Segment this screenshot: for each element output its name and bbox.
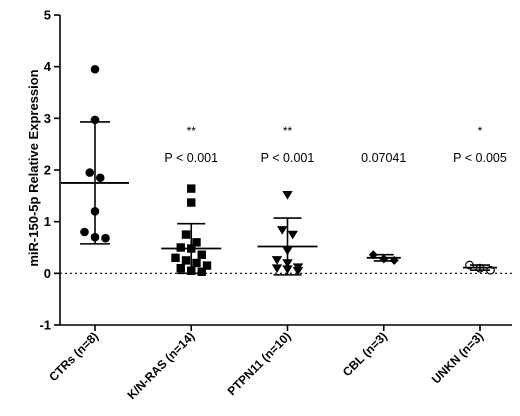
p-value-label: P < 0.001 — [261, 151, 315, 165]
data-point-triangle — [292, 266, 304, 276]
p-value-label: P < 0.001 — [164, 151, 218, 165]
y-tick-label: 5 — [44, 8, 51, 23]
y-axis-label: miR-150-5p Relative Expression — [26, 69, 41, 266]
significance-stars: ** — [187, 124, 197, 138]
data-point-square — [187, 184, 196, 193]
data-point-square — [187, 198, 196, 207]
y-tick-label: -1 — [39, 318, 51, 333]
data-point-square — [197, 267, 206, 276]
significance-stars: * — [478, 124, 483, 138]
data-point-triangle — [282, 191, 293, 200]
group-0 — [61, 64, 129, 245]
axes — [59, 15, 512, 326]
data-point-square — [192, 238, 201, 247]
data-point-triangle — [271, 264, 283, 273]
data-point-square — [176, 263, 185, 273]
data-point-circle — [101, 233, 110, 243]
group-2: ** P < 0.001 — [257, 124, 318, 276]
data-point-circle — [90, 64, 100, 74]
p-value-label: P < 0.005 — [453, 151, 507, 165]
x-tick-label: K/N-RAS (n=14) — [125, 329, 198, 402]
data-point-circle — [95, 173, 105, 183]
data-point-circle — [80, 227, 89, 237]
data-point-circle — [85, 168, 95, 177]
data-point-triangle — [277, 226, 288, 235]
group-4: * P < 0.005 — [453, 124, 507, 275]
y-tick-label: 0 — [44, 266, 51, 281]
x-tick-label: CTRs (n=8) — [46, 329, 101, 384]
y-tick-label: 3 — [44, 111, 51, 126]
group-1: ** P < 0.001 — [161, 124, 222, 276]
y-tick-label: 4 — [44, 59, 52, 74]
group-3: 0.07041 — [361, 151, 406, 265]
data-point-triangle — [271, 256, 283, 265]
data-point-triangle — [287, 230, 298, 240]
data-point-square — [176, 243, 185, 252]
data-point-square — [171, 253, 180, 263]
x-tick-label: CBL (n=3) — [340, 329, 390, 379]
p-value-label: 0.07041 — [361, 151, 406, 165]
data-point-square — [192, 258, 201, 268]
data-groups: ** P < 0.001 ** P < 0.001 0.07041 * P < 0.005 — [61, 64, 507, 276]
y-tick-label: 1 — [44, 214, 51, 229]
data-point-square — [181, 256, 191, 265]
x-tick-label: PTPN11 (n=10) — [225, 329, 294, 398]
y-ticks: -1 0 1 2 3 4 5 — [39, 8, 60, 333]
y-tick-label: 2 — [44, 163, 51, 178]
data-point-square — [197, 250, 206, 259]
data-point-diamond — [389, 255, 399, 265]
data-point-square — [181, 230, 191, 239]
x-ticks: CTRs (n=8) K/N-RAS (n=14) PTPN11 (n=10) CBL… — [46, 325, 486, 402]
x-tick-label: UNKN (n=3) — [429, 329, 486, 386]
significance-stars: ** — [283, 124, 293, 138]
data-point-square — [202, 261, 212, 270]
